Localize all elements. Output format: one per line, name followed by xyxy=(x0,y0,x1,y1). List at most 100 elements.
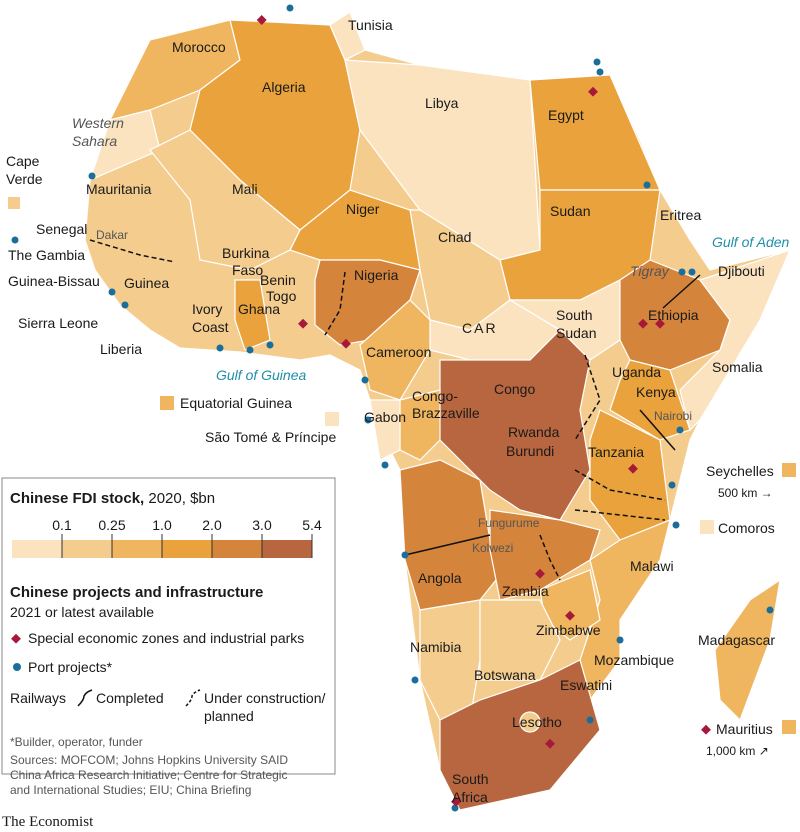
country-label: Western xyxy=(72,115,124,131)
sez-marker xyxy=(588,86,598,97)
country-label: Togo xyxy=(266,288,297,304)
sez-marker xyxy=(628,463,638,474)
madagascar xyxy=(714,578,781,722)
sea-label: Gulf of Aden xyxy=(712,234,790,250)
sez-marker xyxy=(341,338,351,349)
country-label: Sudan xyxy=(550,203,590,219)
scale-segment xyxy=(62,540,112,558)
sez-marker xyxy=(565,610,575,621)
projects-title: Chinese projects and infrastructure xyxy=(10,584,263,601)
scale-segment xyxy=(262,540,312,558)
country-label: Kenya xyxy=(636,384,676,400)
cameroon xyxy=(359,299,431,401)
country-label: Brazzaville xyxy=(412,405,480,421)
sez-marker xyxy=(298,318,308,329)
legend-title-main: Chinese FDI stock, xyxy=(10,490,144,507)
port xyxy=(668,481,676,489)
city-label: Kolwezi xyxy=(472,541,513,555)
country-label: Burundi xyxy=(506,443,554,459)
port xyxy=(88,172,96,180)
country-label: Congo- xyxy=(412,388,458,404)
country-label: Zambia xyxy=(502,583,549,599)
railways-label: Railways xyxy=(10,690,66,706)
rail-planned xyxy=(574,469,666,501)
country-label: Algeria xyxy=(262,79,306,95)
scale-segment xyxy=(12,540,62,558)
country-label: Eritrea xyxy=(660,207,701,223)
sez-marker xyxy=(535,568,545,579)
planned-label: planned xyxy=(204,708,254,724)
legend-title: Chinese FDI stock, 2020, $bn xyxy=(10,490,215,507)
sez-marker xyxy=(545,738,555,749)
port xyxy=(596,68,604,76)
port-label: Port projects* xyxy=(28,659,113,675)
country-label: Uganda xyxy=(612,364,661,380)
legend-box xyxy=(1,477,336,775)
rail-completed xyxy=(662,274,701,309)
rail-planned xyxy=(574,509,666,521)
country-label: Rwanda xyxy=(508,424,560,440)
completed-label: Completed xyxy=(96,690,164,706)
zambia xyxy=(489,509,601,601)
railways xyxy=(89,239,701,581)
map-labels: Tunisia Morocco Algeria Libya Egypt West… xyxy=(6,17,790,805)
planned-label: Under construction/ xyxy=(204,690,326,706)
port xyxy=(266,341,274,349)
country-label: Equatorial Guinea xyxy=(180,395,292,411)
botswana xyxy=(479,599,561,681)
scale-label: 1,000 km ↗ xyxy=(706,744,769,758)
country-label: Faso xyxy=(232,262,263,278)
sez-marker xyxy=(655,318,665,329)
south-africa xyxy=(439,659,601,811)
sez-marker xyxy=(256,15,267,25)
country-label: Congo xyxy=(494,381,535,397)
country-label: Guinea xyxy=(124,275,169,291)
gabon xyxy=(369,399,401,461)
brand: The Economist xyxy=(2,814,94,830)
eq-guinea-box xyxy=(160,396,174,410)
scale-tick-label: 0.1 xyxy=(52,517,72,533)
legend: Chinese FDI stock, 2020, $bn Chinese pro… xyxy=(1,477,336,797)
scale-segment xyxy=(212,540,262,558)
sources: China Africa Research Initiative; Centre… xyxy=(10,768,287,782)
port xyxy=(246,346,254,354)
port xyxy=(11,236,19,244)
sez-marker xyxy=(638,318,648,329)
country-label: Angola xyxy=(418,570,462,586)
city-label: Dakar xyxy=(96,228,128,242)
country-label: Mozambique xyxy=(594,652,674,668)
scale-tick-label: 3.0 xyxy=(252,517,272,533)
scale-segment xyxy=(112,540,162,558)
sources: Sources: MOFCOM; Johns Hopkins Universit… xyxy=(10,753,288,767)
country-label: Ethiopia xyxy=(648,307,699,323)
sez xyxy=(256,15,711,807)
country-label: Tanzania xyxy=(588,444,644,460)
country-label: Seychelles xyxy=(706,463,774,479)
city-label: Fungurume xyxy=(478,516,540,530)
port xyxy=(766,606,774,614)
country-label: Comoros xyxy=(718,520,775,536)
port xyxy=(688,268,696,276)
footnote: *Builder, operator, funder xyxy=(10,735,143,749)
country-label: Verde xyxy=(6,171,43,187)
port xyxy=(593,58,601,66)
port xyxy=(643,181,651,189)
port xyxy=(672,521,680,529)
port xyxy=(108,288,116,296)
country-label: Zimbabwe xyxy=(536,622,601,638)
rail-completed xyxy=(404,534,491,556)
country-label: Cameroon xyxy=(366,344,431,360)
country-label: Tunisia xyxy=(348,17,393,33)
country-label: Nigeria xyxy=(354,267,399,283)
country-label: Djibouti xyxy=(718,263,765,279)
country-label: Cape xyxy=(6,153,40,169)
port xyxy=(451,804,459,812)
port xyxy=(121,301,129,309)
country-label: Liberia xyxy=(100,341,142,357)
sez-marker xyxy=(701,724,711,735)
rail-planned-key xyxy=(185,689,201,707)
country-label: The Gambia xyxy=(8,247,85,263)
country-label: Mauritius xyxy=(716,721,773,737)
